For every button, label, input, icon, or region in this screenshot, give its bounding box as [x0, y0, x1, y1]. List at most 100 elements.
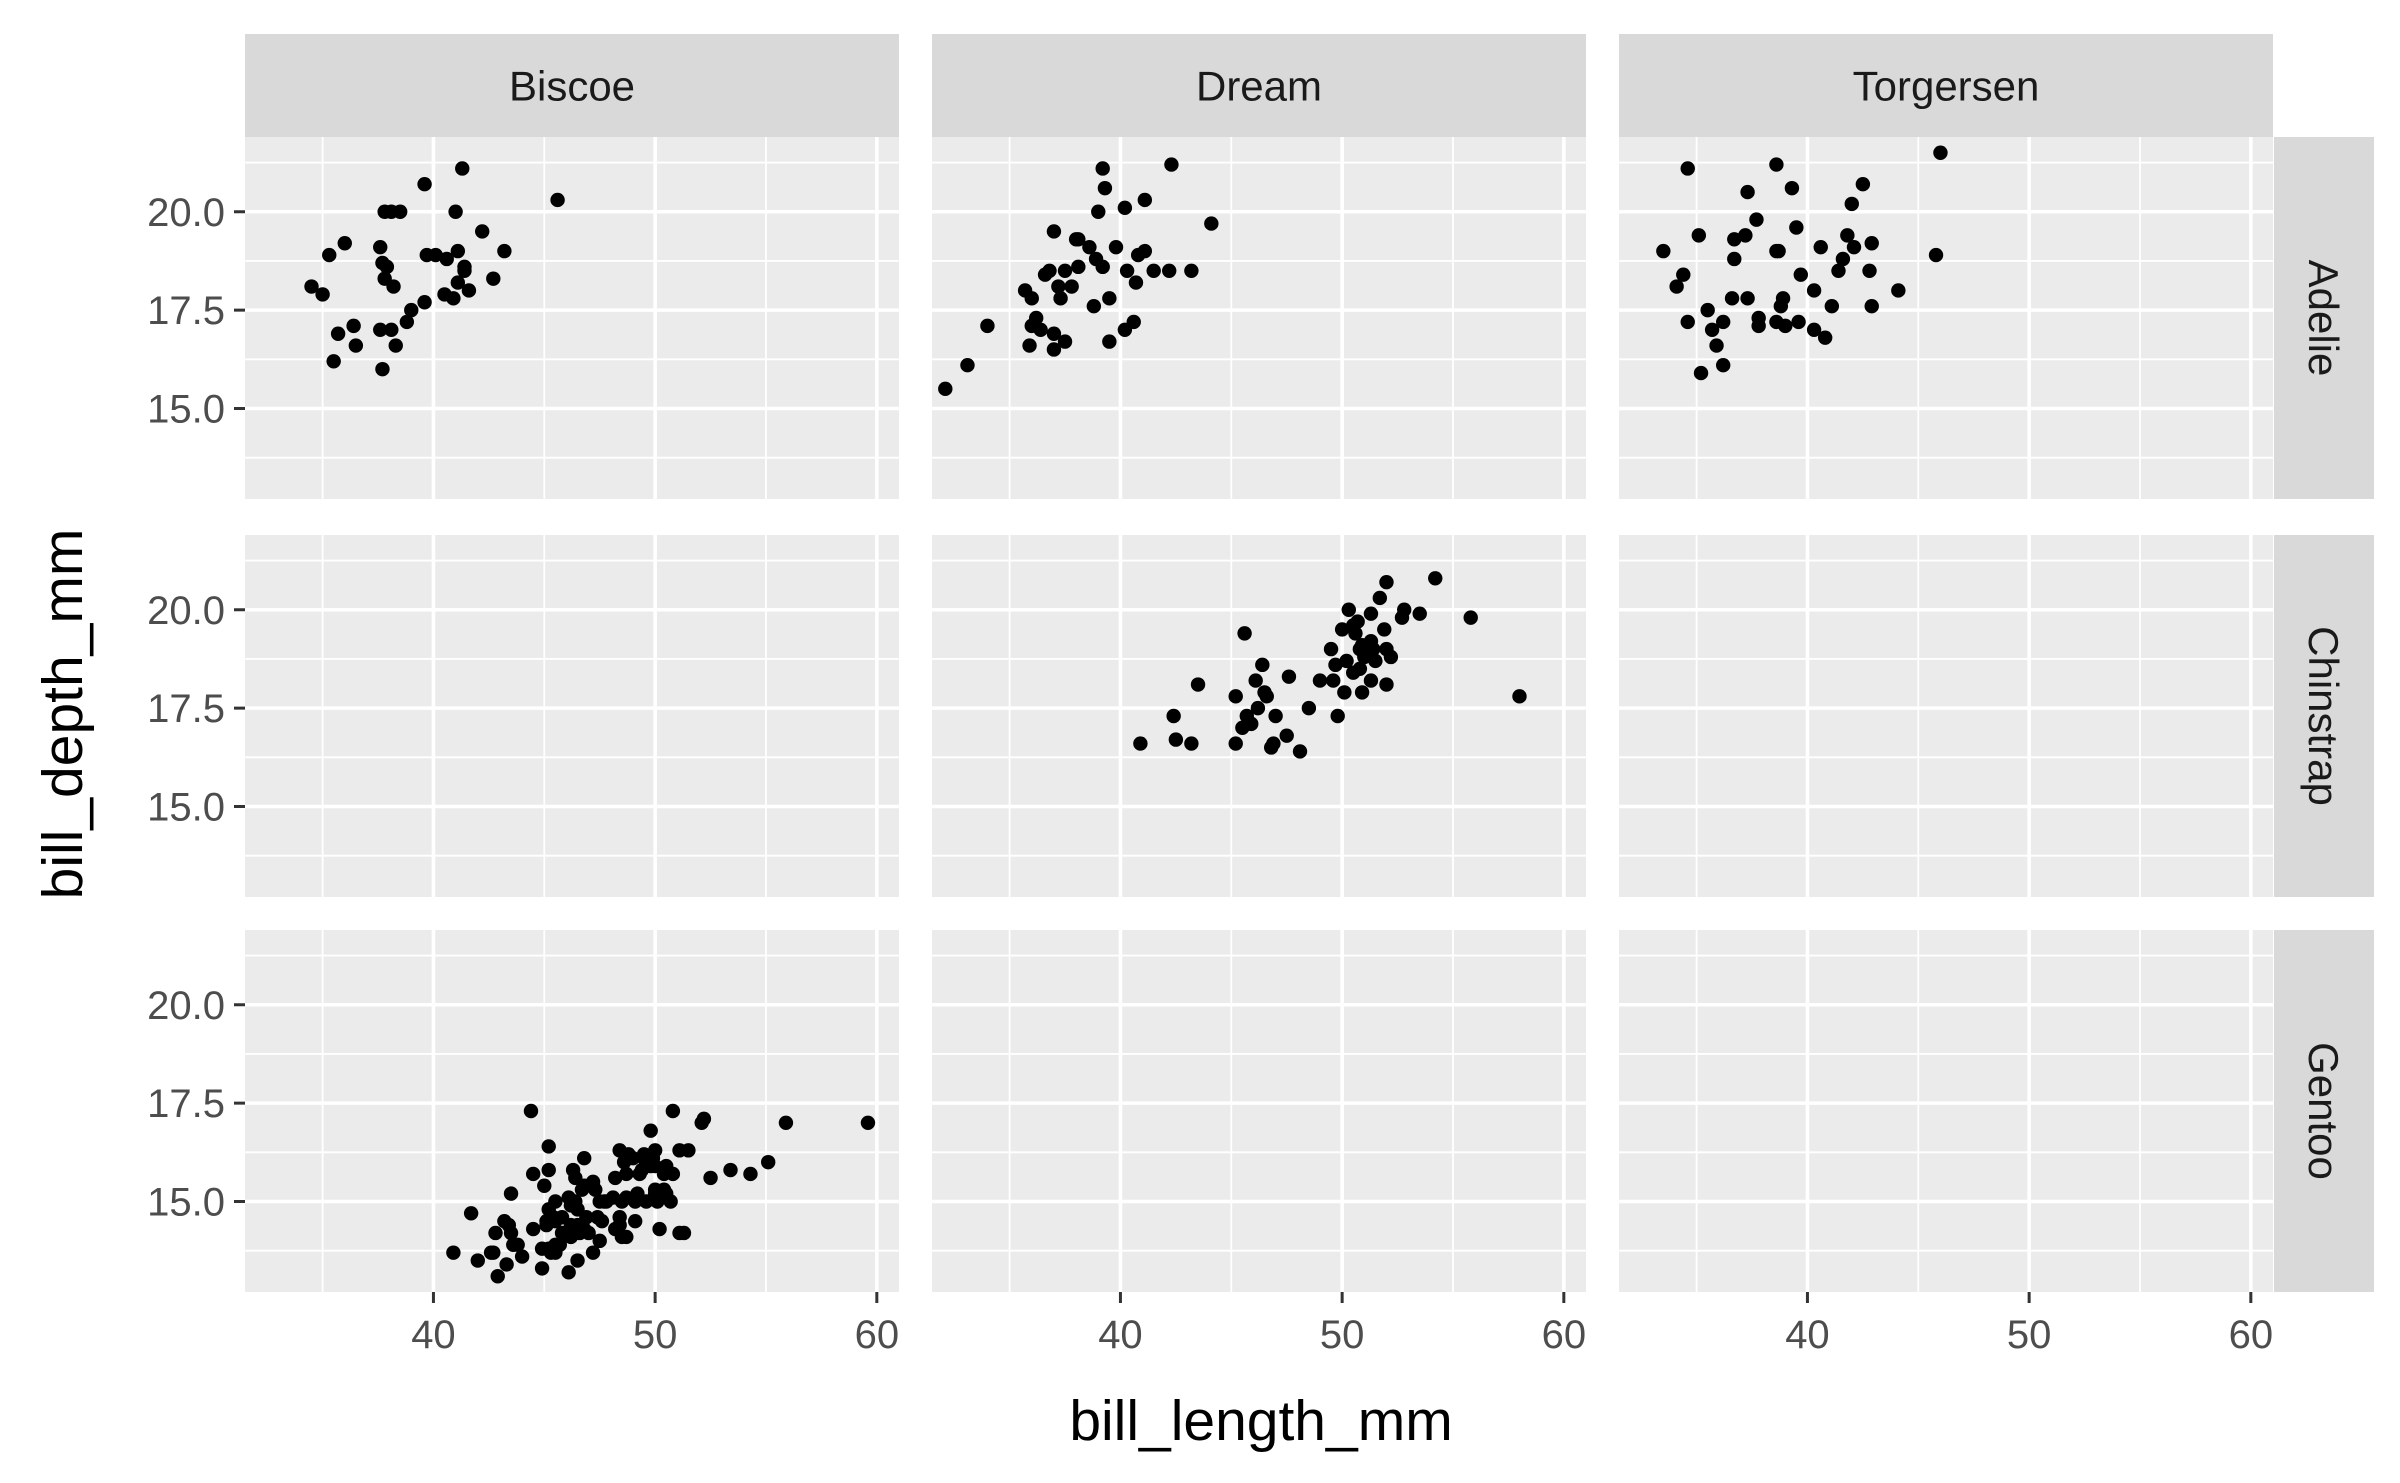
data-point — [523, 1103, 539, 1119]
y-tick-label: 15.0 — [147, 1181, 225, 1225]
data-point — [1292, 744, 1308, 759]
data-point — [1372, 590, 1388, 606]
data-point — [399, 314, 415, 330]
panel-torgersen-adelie — [1619, 137, 2273, 499]
data-point — [576, 1151, 592, 1166]
panel-dream-chinstrap — [932, 535, 1586, 897]
data-point — [1190, 677, 1206, 692]
data-point — [1053, 291, 1068, 306]
data-point — [541, 1162, 556, 1178]
data-point — [1700, 302, 1715, 318]
panel-dream-adelie — [932, 137, 1586, 499]
data-point — [470, 1253, 485, 1268]
data-point — [1778, 318, 1793, 334]
data-point — [696, 1111, 712, 1127]
data-point — [1789, 220, 1804, 235]
data-point — [488, 1225, 503, 1241]
data-point — [1397, 602, 1412, 617]
data-point — [676, 1225, 692, 1241]
data-point — [1068, 232, 1084, 247]
data-point — [1281, 669, 1297, 684]
data-point — [1244, 716, 1259, 732]
data-point — [643, 1123, 658, 1138]
data-point — [1266, 736, 1281, 751]
data-point — [388, 338, 403, 353]
data-point — [1680, 161, 1695, 176]
data-point — [588, 1182, 603, 1197]
data-point — [627, 1213, 643, 1229]
data-point — [1095, 259, 1110, 275]
y-tick-label: 15.0 — [147, 786, 225, 830]
data-point — [450, 275, 466, 290]
data-point — [1715, 314, 1731, 330]
data-point — [486, 271, 501, 286]
y-tick-label: 15.0 — [147, 388, 225, 432]
data-point — [1824, 298, 1840, 314]
data-point — [1137, 243, 1153, 259]
data-point — [1928, 247, 1944, 263]
data-point — [1348, 626, 1363, 641]
data-point — [1228, 736, 1243, 751]
data-point — [1326, 673, 1341, 688]
data-point — [346, 318, 361, 334]
data-point — [1680, 314, 1695, 330]
data-point — [1228, 689, 1243, 704]
data-point — [1855, 177, 1871, 192]
data-point — [778, 1115, 794, 1131]
data-point — [497, 243, 512, 259]
panels-layer — [245, 137, 2273, 1292]
row-strip — [2274, 535, 2374, 897]
data-point — [1102, 334, 1117, 349]
data-point — [326, 354, 341, 369]
column-strip — [245, 34, 899, 137]
data-point — [652, 1221, 667, 1237]
data-point — [1771, 243, 1786, 259]
data-point — [585, 1245, 601, 1260]
data-point — [1363, 606, 1379, 621]
data-point — [461, 283, 477, 298]
data-point — [446, 1245, 461, 1260]
data-point — [1693, 365, 1709, 381]
data-point — [1097, 180, 1113, 196]
data-point — [1259, 689, 1274, 704]
data-point — [1864, 236, 1879, 251]
data-point — [960, 358, 975, 373]
x-axis-title: bill_length_mm — [1069, 1389, 1452, 1453]
data-point — [503, 1225, 519, 1241]
data-point — [1024, 291, 1039, 306]
x-tick-label: 60 — [855, 1313, 900, 1357]
data-point — [541, 1139, 556, 1154]
data-point — [1933, 145, 1948, 160]
x-tick-label: 40 — [1785, 1313, 1830, 1357]
data-point — [1071, 259, 1086, 275]
data-point — [1835, 251, 1851, 267]
data-point — [315, 287, 330, 302]
data-point — [612, 1210, 627, 1225]
y-axis-title: bill_depth_mm — [31, 529, 95, 900]
data-point — [1328, 657, 1343, 673]
data-point — [1046, 224, 1062, 239]
data-point — [1248, 673, 1263, 688]
data-point — [1751, 310, 1766, 326]
data-point — [1337, 685, 1352, 700]
data-point — [1704, 322, 1720, 338]
data-point — [1363, 673, 1379, 688]
data-point — [499, 1257, 514, 1272]
data-point — [1164, 157, 1179, 172]
data-point — [938, 381, 953, 397]
data-point — [665, 1103, 681, 1119]
data-point — [1784, 180, 1800, 196]
data-point — [1377, 622, 1392, 637]
data-point — [1334, 622, 1350, 637]
panel-dream-gentoo — [932, 930, 1586, 1292]
data-point — [1793, 267, 1808, 282]
y-tick-label: 17.5 — [147, 289, 225, 333]
panel-background — [1619, 535, 2273, 897]
data-point — [386, 279, 401, 294]
data-point — [1022, 338, 1037, 353]
data-point — [619, 1229, 634, 1245]
data-point — [1691, 228, 1707, 243]
column-strip-label: Dream — [1196, 63, 1322, 110]
data-point — [1817, 330, 1833, 345]
